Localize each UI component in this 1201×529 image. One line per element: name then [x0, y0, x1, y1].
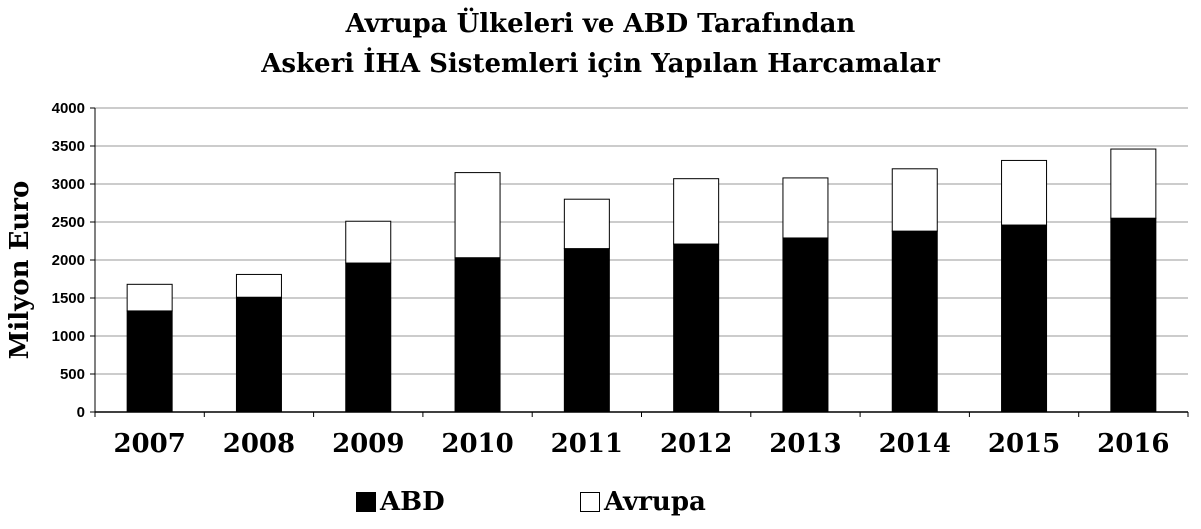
bar-avrupa-2010 [454, 172, 501, 259]
legend-swatch-avrupa [580, 492, 600, 512]
x-tick-label-2010: 2010 [441, 429, 513, 459]
x-tick-label-2016: 2016 [1097, 429, 1169, 459]
y-tick-label-3000: 3000 [52, 176, 85, 193]
bar-avrupa-2015 [1001, 159, 1048, 226]
bar-avrupa-2009 [345, 220, 392, 264]
y-tick-label-4000: 4000 [52, 100, 85, 117]
legend-swatch-abd [356, 492, 376, 512]
y-tick-label-1500: 1500 [52, 290, 85, 307]
x-tick-label-2014: 2014 [879, 429, 951, 459]
y-tick-label-2000: 2000 [52, 252, 85, 269]
x-tick-label-2007: 2007 [113, 429, 185, 459]
y-tick-label-0: 0 [77, 404, 85, 421]
bar-avrupa-2016 [1110, 148, 1157, 219]
bar-avrupa-2011 [563, 198, 610, 250]
chart-title: Avrupa Ülkeleri ve ABD Tarafından Askeri… [0, 4, 1201, 84]
bar-abd-2008 [235, 296, 282, 413]
legend-item-abd: ABD [356, 484, 445, 520]
chart-title-line-2: Askeri İHA Sistemleri için Yapılan Harca… [261, 49, 940, 79]
bar-avrupa-2013 [782, 177, 829, 239]
bar-avrupa-2007 [126, 283, 173, 312]
y-tick-label-1000: 1000 [52, 328, 85, 345]
bar-abd-2012 [673, 243, 720, 413]
x-tick-label-2012: 2012 [660, 429, 732, 459]
x-tick-label-2015: 2015 [988, 429, 1060, 459]
bar-abd-2010 [454, 257, 501, 413]
legend-label-abd: ABD [380, 487, 445, 517]
y-tick-label-2500: 2500 [52, 214, 85, 231]
bar-abd-2014 [891, 230, 938, 413]
bar-avrupa-2008 [235, 273, 282, 298]
y-tick-label-3500: 3500 [52, 138, 85, 155]
bar-chart: 0 500 1000 1500 2000 2500 3000 3500 4000 2007 2008… [52, 100, 1189, 459]
x-tick-label-2013: 2013 [769, 429, 841, 459]
bar-abd-2011 [563, 248, 610, 413]
legend-label-avrupa: Avrupa [604, 487, 706, 517]
bar-abd-2007 [126, 310, 173, 413]
bar-avrupa-2014 [891, 168, 938, 232]
bar-abd-2013 [782, 237, 829, 413]
x-tick-label-2011: 2011 [551, 429, 623, 459]
legend-item-avrupa: Avrupa [580, 484, 706, 520]
x-tick-label-2009: 2009 [332, 429, 404, 459]
chart-title-line-1: Avrupa Ülkeleri ve ABD Tarafından [345, 9, 856, 39]
bar-abd-2015 [1001, 224, 1048, 413]
y-tick-label-500: 500 [60, 366, 85, 383]
x-tick-label-2008: 2008 [223, 429, 295, 459]
bar-avrupa-2012 [673, 178, 720, 245]
bar-abd-2009 [345, 262, 392, 413]
bar-abd-2016 [1110, 217, 1157, 413]
